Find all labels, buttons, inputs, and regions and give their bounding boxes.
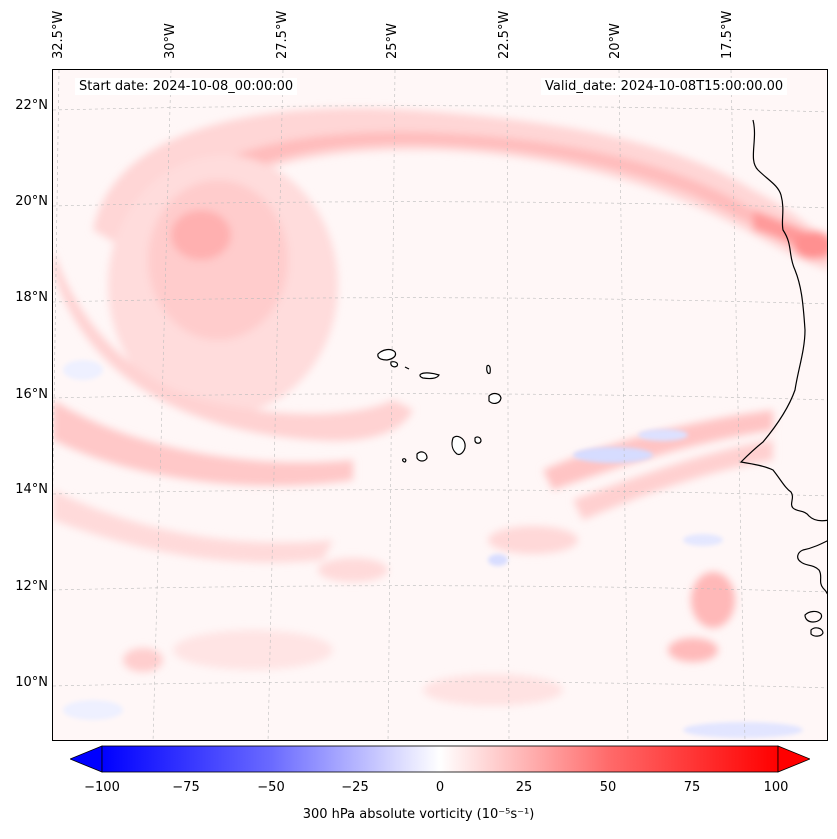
lat-label-12n: 12°N: [15, 579, 48, 594]
lat-label-18n: 18°N: [15, 290, 48, 305]
lon-label-17-5w: 17.5°W: [720, 10, 735, 59]
coastline: [739, 119, 827, 637]
colorbar-tick: 50: [599, 780, 617, 795]
lon-label-27-5w: 27.5°W: [275, 10, 290, 59]
cape-verde-islands: [377, 348, 502, 463]
lon-label-30w: 30°W: [163, 23, 178, 59]
colorbar-tick: 100: [763, 780, 789, 795]
start-date-label: Start date: 2024-10-08_00:00:00: [75, 78, 298, 95]
colorbar: [68, 745, 812, 773]
lat-label-10n: 10°N: [15, 675, 48, 690]
valid-date-label: Valid_date: 2024-10-08T15:00:00.00: [541, 78, 788, 95]
lat-label-20n: 20°N: [15, 194, 48, 209]
vorticity-field: [53, 70, 827, 740]
lon-label-22-5w: 22.5°W: [497, 10, 512, 59]
lat-label-22n: 22°N: [15, 98, 48, 113]
african-coastline-south: [797, 540, 827, 595]
colorbar-tick: −75: [172, 780, 200, 795]
colorbar-tick: −100: [84, 780, 120, 795]
colorbar-graphic: [68, 745, 812, 773]
colorbar-tick: 25: [515, 780, 533, 795]
colorbar-tick: 0: [435, 780, 445, 795]
map-panel: [52, 69, 828, 741]
african-coastline: [739, 119, 827, 522]
lon-label-20w: 20°W: [608, 23, 623, 59]
lat-label-14n: 14°N: [15, 482, 48, 497]
lon-label-25w: 25°W: [385, 23, 400, 59]
colorbar-tick: −25: [341, 780, 369, 795]
lat-label-16n: 16°N: [15, 387, 48, 402]
lon-label-32-5w: 32.5°W: [51, 10, 66, 59]
coast-islands-south: [804, 610, 824, 637]
gridlines: [53, 70, 827, 740]
colorbar-label: 300 hPa absolute vorticity (10⁻⁵s⁻¹): [302, 807, 535, 822]
negative-vorticity-patches: [63, 360, 803, 738]
positive-vorticity-bands: [53, 108, 827, 706]
colorbar-tick: −50: [257, 780, 285, 795]
colorbar-tick: 75: [683, 780, 701, 795]
